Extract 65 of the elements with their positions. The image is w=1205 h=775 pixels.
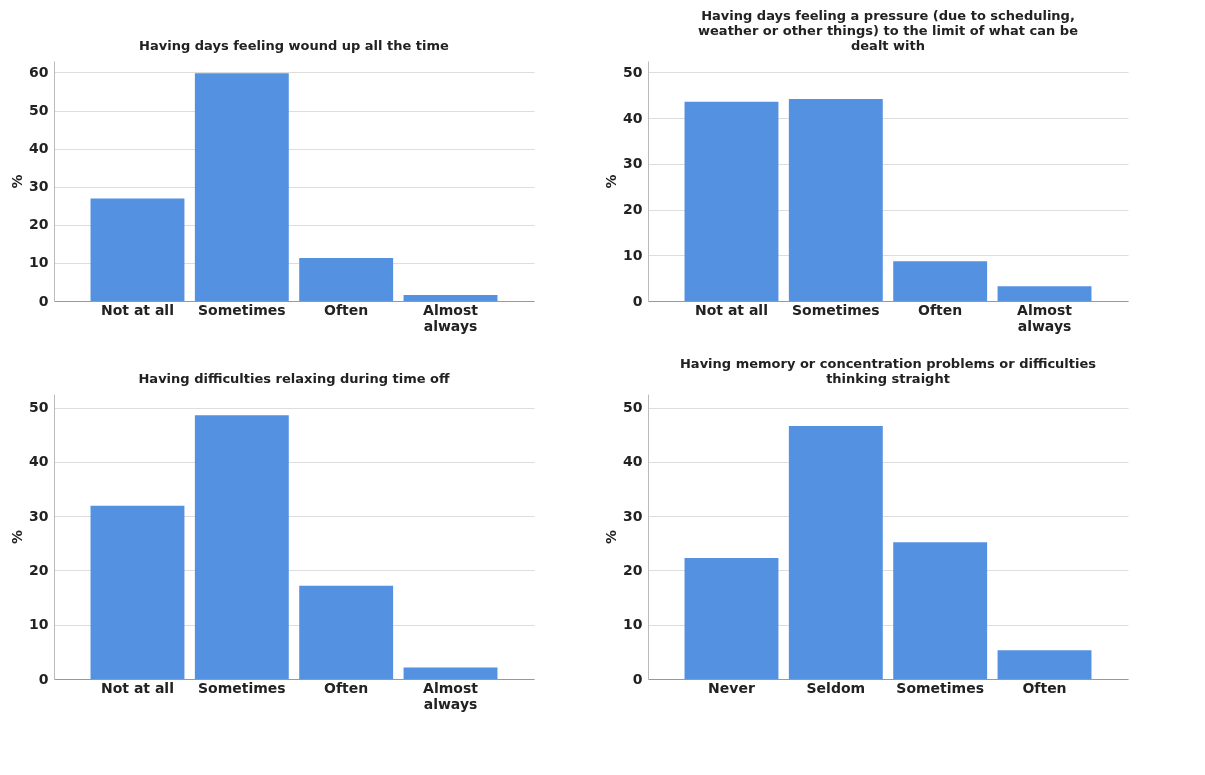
bar xyxy=(299,257,394,301)
bar xyxy=(893,542,988,679)
x-tick-label: Almost always xyxy=(423,679,479,712)
y-tick-label: 10 xyxy=(29,254,49,271)
x-tick-label: Seldom xyxy=(806,679,866,696)
x-tick-label: Not at all xyxy=(694,301,768,318)
bar xyxy=(788,426,883,679)
chart-title: Having difficulties relaxing during time off xyxy=(138,371,450,386)
chart-title: Having days feeling wound up all the time xyxy=(139,38,450,53)
y-tick-label: 50 xyxy=(29,102,49,119)
x-tick-label: Often xyxy=(324,679,369,696)
x-tick-label: Often xyxy=(324,301,369,318)
y-axis-title: % xyxy=(9,529,26,545)
bar xyxy=(194,415,289,679)
y-tick-label: 50 xyxy=(623,63,643,80)
y-tick-label: 30 xyxy=(29,507,49,524)
chart-title: Having days feeling a pressure (due to scheduling, weather or other things) to the limit of what can be dealt with xyxy=(698,8,1079,53)
bar xyxy=(684,557,779,679)
y-tick-label: 40 xyxy=(29,453,49,470)
bar xyxy=(893,261,988,301)
y-tick-label: 10 xyxy=(29,616,49,633)
bar xyxy=(403,294,498,301)
y-axis-title: % xyxy=(9,174,26,189)
y-tick-label: 20 xyxy=(623,561,643,578)
x-tick-label: Sometimes xyxy=(791,301,880,318)
y-axis-title: % xyxy=(603,529,620,545)
bar xyxy=(997,286,1092,301)
x-tick-label: Sometimes xyxy=(197,679,286,696)
bar xyxy=(997,650,1092,679)
y-tick-label: 10 xyxy=(623,616,643,633)
y-tick-label: 50 xyxy=(29,399,49,416)
y-tick-label: 30 xyxy=(29,178,49,195)
x-tick-label: Not at all xyxy=(100,679,174,696)
y-tick-label: 20 xyxy=(29,561,49,578)
bar xyxy=(788,98,883,301)
y-tick-label: 0 xyxy=(632,670,643,687)
bar xyxy=(90,198,185,301)
y-tick-label: 10 xyxy=(623,246,643,263)
y-tick-label: 50 xyxy=(623,399,643,416)
y-tick-label: 40 xyxy=(623,453,643,470)
y-tick-label: 20 xyxy=(29,216,49,233)
x-tick-label: Sometimes xyxy=(896,679,985,696)
bar xyxy=(299,585,394,679)
y-tick-label: 40 xyxy=(29,140,49,157)
x-tick-label: Often xyxy=(918,301,963,318)
x-tick-label: Sometimes xyxy=(197,301,286,318)
x-tick-label: Almost always xyxy=(423,301,479,334)
y-tick-label: 20 xyxy=(623,201,643,218)
bar xyxy=(684,101,779,301)
x-tick-label: Never xyxy=(708,679,755,696)
y-tick-label: 30 xyxy=(623,155,643,172)
x-tick-label: Not at all xyxy=(100,301,174,318)
y-tick-label: 60 xyxy=(29,63,49,80)
y-axis-title: % xyxy=(603,174,620,189)
y-tick-label: 0 xyxy=(38,670,49,687)
x-tick-label: Almost always xyxy=(1017,301,1073,334)
chart-title: Having memory or concentration problems or difficulties thinking straight xyxy=(679,356,1097,386)
bar xyxy=(403,667,498,679)
y-tick-label: 30 xyxy=(623,507,643,524)
y-tick-label: 0 xyxy=(38,292,49,309)
x-tick-label: Often xyxy=(1022,679,1067,696)
bar xyxy=(194,73,289,301)
y-tick-label: 40 xyxy=(623,109,643,126)
bar xyxy=(90,505,185,679)
y-tick-label: 0 xyxy=(632,292,643,309)
